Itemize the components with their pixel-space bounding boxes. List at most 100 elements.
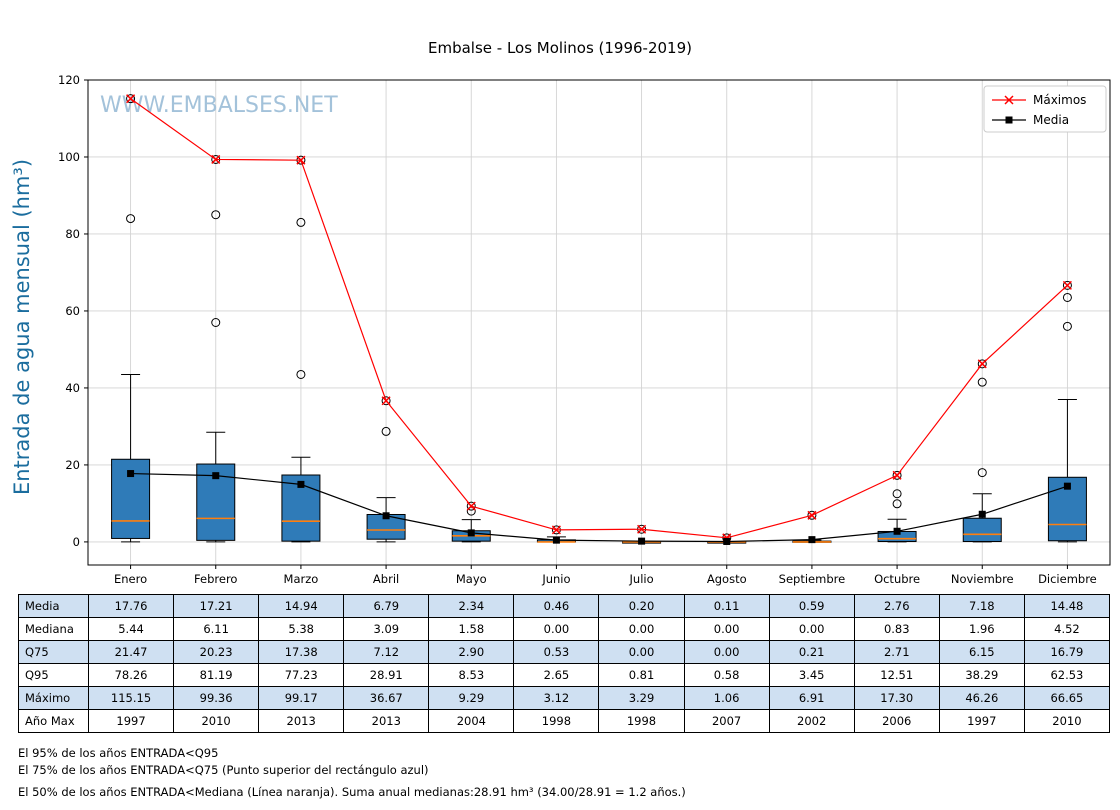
table-row: Media 17.76 17.21 14.94 6.79 2.34 0.46 0.20 0.11… <box>18 594 1111 618</box>
table-cell: 28.91 <box>343 663 430 687</box>
outlier-point <box>126 214 136 224</box>
footnote-q95: El 95% de los años ENTRADA<Q95 <box>18 746 219 760</box>
x-tick-label: Abril <box>373 572 399 586</box>
table-cell: 12.51 <box>853 663 940 687</box>
table-row-label: Mediana <box>18 617 89 641</box>
table-cell: 0.21 <box>768 640 855 664</box>
table-cell: 0.58 <box>683 663 770 687</box>
table-row-label: Máximo <box>18 686 89 710</box>
table-cell: 0.00 <box>598 617 685 641</box>
table-cell: 46.26 <box>938 686 1025 710</box>
table-cell: 14.94 <box>258 594 345 618</box>
table-cell: 9.29 <box>428 686 515 710</box>
x-tick-label: Enero <box>114 572 147 586</box>
table-row: Mediana 5.44 6.11 5.38 3.09 1.58 0.00 0.00 0.00 0… <box>18 617 1111 641</box>
table-cell: 2004 <box>428 709 515 733</box>
outlier-point <box>977 359 987 369</box>
table-cell: 3.45 <box>768 663 855 687</box>
outlier-point <box>892 470 902 480</box>
legend-label-media: Media <box>1033 113 1069 127</box>
table-cell: 2002 <box>768 709 855 733</box>
table-cell: 21.47 <box>87 640 175 664</box>
table-cell: 3.09 <box>343 617 430 641</box>
table-cell: 6.91 <box>768 686 855 710</box>
outlier-point <box>977 377 987 387</box>
y-tick-label: 80 <box>65 227 80 241</box>
gridlines <box>88 79 1110 565</box>
table-cell: 0.00 <box>513 617 600 641</box>
table-row: Año Max 1997 2010 2013 2013 2004 1998 1998 2007 2… <box>18 709 1111 733</box>
table-row-label: Q95 <box>18 663 89 687</box>
table-cell: 3.12 <box>513 686 600 710</box>
footnotes: El 95% de los años ENTRADA<Q95 El 75% de… <box>18 745 686 801</box>
x-tick-label: Junio <box>541 572 570 586</box>
y-tick-label: 100 <box>58 150 80 164</box>
x-tick-label: Agosto <box>707 572 747 586</box>
chart-title: Embalse - Los Molinos (1996-2019) <box>427 39 692 57</box>
legend: Máximos Media <box>983 85 1107 133</box>
y-tick-label: 60 <box>65 304 80 318</box>
outlier-point <box>977 468 987 478</box>
y-tick-label: 40 <box>65 381 80 395</box>
x-tick-label: Diciembre <box>1038 572 1097 586</box>
table-cell: 2.76 <box>853 594 940 618</box>
legend-label-maximos: Máximos <box>1033 93 1086 107</box>
boxplot-group <box>111 94 1087 544</box>
table-cell: 7.12 <box>343 640 430 664</box>
table-cell: 0.46 <box>513 594 600 618</box>
y-tick-label: 0 <box>73 535 80 549</box>
table-cell: 8.53 <box>428 663 515 687</box>
monthly-inflow-boxplot-chart: WWW.EMBALSES.NET 0 20 40 60 80 100 120 Enero Febr… <box>58 73 1111 586</box>
outlier-point <box>296 369 306 379</box>
table-cell: 0.00 <box>683 617 770 641</box>
table-cell: 38.29 <box>938 663 1025 687</box>
table-row-label: Q75 <box>18 640 89 664</box>
table-cell: 6.11 <box>173 617 260 641</box>
box-noviembre <box>962 517 1002 543</box>
table-cell: 2007 <box>683 709 770 733</box>
watermark-text: WWW.EMBALSES.NET <box>100 93 338 118</box>
table-cell: 1997 <box>938 709 1025 733</box>
outlier-point <box>126 94 136 104</box>
table-cell: 17.21 <box>173 594 260 618</box>
table-row: Máximo 115.15 99.36 99.17 36.67 9.29 3.12 3.29 1… <box>18 686 1111 710</box>
x-axis-labels: Enero Febrero Marzo Abril Mayo Junio Julio Agos… <box>114 565 1097 586</box>
table-cell: 17.76 <box>87 594 175 618</box>
table-cell: 36.67 <box>343 686 430 710</box>
outlier-point <box>892 489 902 499</box>
outlier-point <box>466 501 476 511</box>
table-cell: 0.59 <box>768 594 855 618</box>
table-cell: 115.15 <box>87 686 175 710</box>
table-cell: 66.65 <box>1023 686 1111 710</box>
outlier-point <box>1062 321 1072 331</box>
table-cell: 2.71 <box>853 640 940 664</box>
table-cell: 2006 <box>853 709 940 733</box>
outlier-point <box>1062 280 1072 290</box>
table-cell: 2.65 <box>513 663 600 687</box>
table-cell: 5.38 <box>258 617 345 641</box>
x-tick-label: Marzo <box>284 572 319 586</box>
y-tick-label: 20 <box>65 458 80 472</box>
table-cell: 99.17 <box>258 686 345 710</box>
table-cell: 2013 <box>343 709 430 733</box>
table-cell: 1.58 <box>428 617 515 641</box>
table-cell: 5.44 <box>87 617 175 641</box>
footnote-q75: El 75% de los años ENTRADA<Q75 (Punto su… <box>18 763 429 777</box>
outlier-point <box>892 499 902 509</box>
table-row-label: Media <box>18 594 89 618</box>
table-cell: 20.23 <box>173 640 260 664</box>
table-cell: 0.53 <box>513 640 600 664</box>
outlier-point <box>381 396 391 406</box>
table-cell: 0.00 <box>768 617 855 641</box>
table-cell: 0.81 <box>598 663 685 687</box>
table-cell: 2010 <box>173 709 260 733</box>
series-maximos <box>126 94 1072 543</box>
outlier-point <box>296 217 306 227</box>
x-tick-label: Noviembre <box>951 572 1014 586</box>
monthly-stats-table: Media 17.76 17.21 14.94 6.79 2.34 0.46 0.20 0.11… <box>18 594 1111 733</box>
table-cell: 17.30 <box>853 686 940 710</box>
table-cell: 7.18 <box>938 594 1025 618</box>
table-cell: 78.26 <box>87 663 175 687</box>
table-cell: 0.00 <box>598 640 685 664</box>
